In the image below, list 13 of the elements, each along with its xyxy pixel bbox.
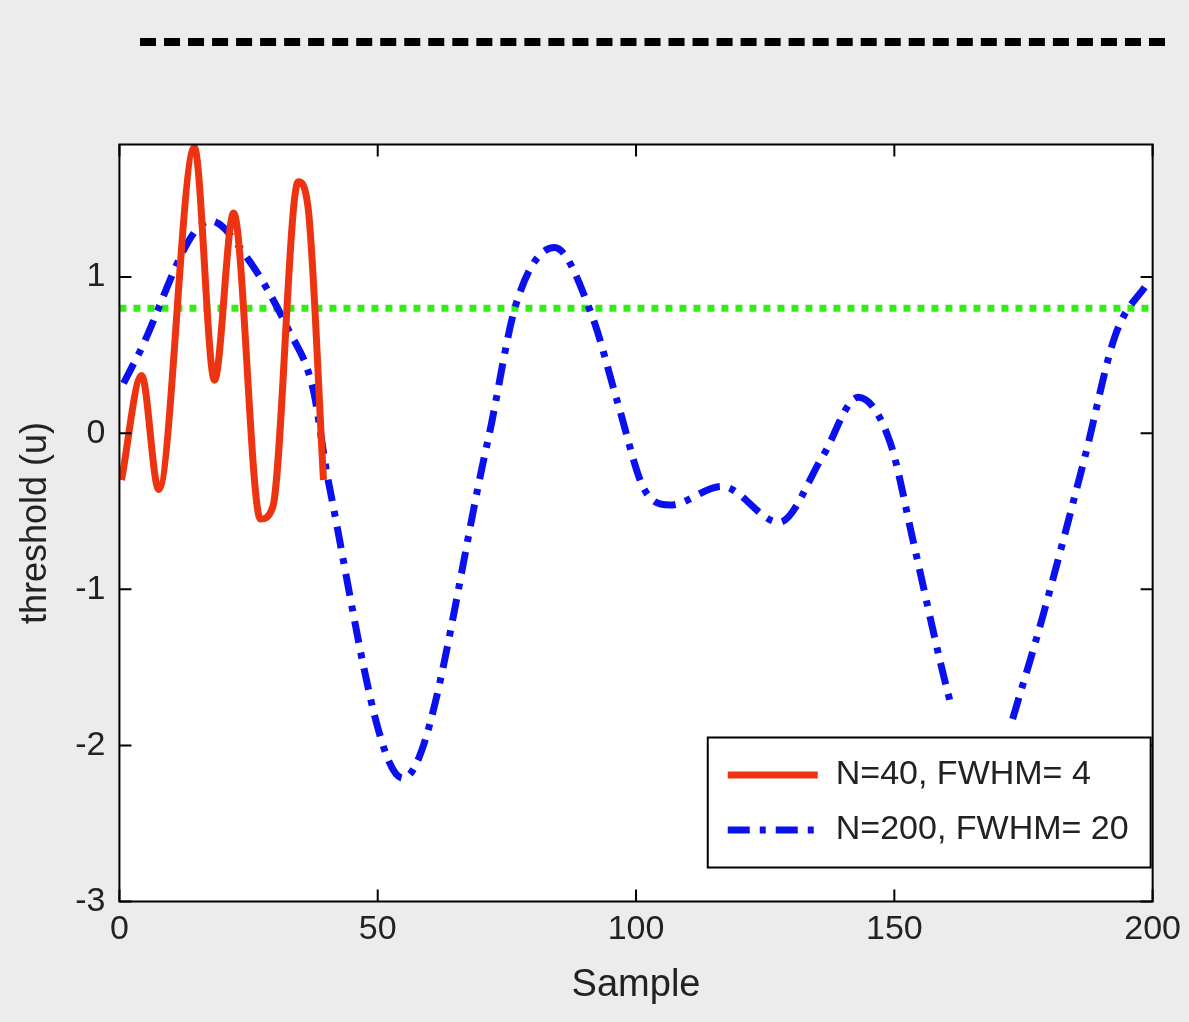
y-tick-label: 0 [86,411,106,450]
legend-label: N=40, FWHM= 4 [835,753,1091,792]
y-tick-label: -2 [75,723,106,762]
x-axis-title: Sample [571,961,701,1004]
y-tick-label: 1 [86,255,106,294]
y-axis-title: threshold (u) [12,421,54,625]
y-tick-label: -1 [75,567,106,606]
y-tick-label: -3 [75,879,106,918]
legend-label: N=200, FWHM= 20 [835,808,1129,847]
x-tick-label: 100 [607,908,665,947]
x-tick-label: 200 [1124,908,1181,947]
x-tick-label: 50 [358,908,397,947]
x-tick-label: 150 [865,908,923,947]
